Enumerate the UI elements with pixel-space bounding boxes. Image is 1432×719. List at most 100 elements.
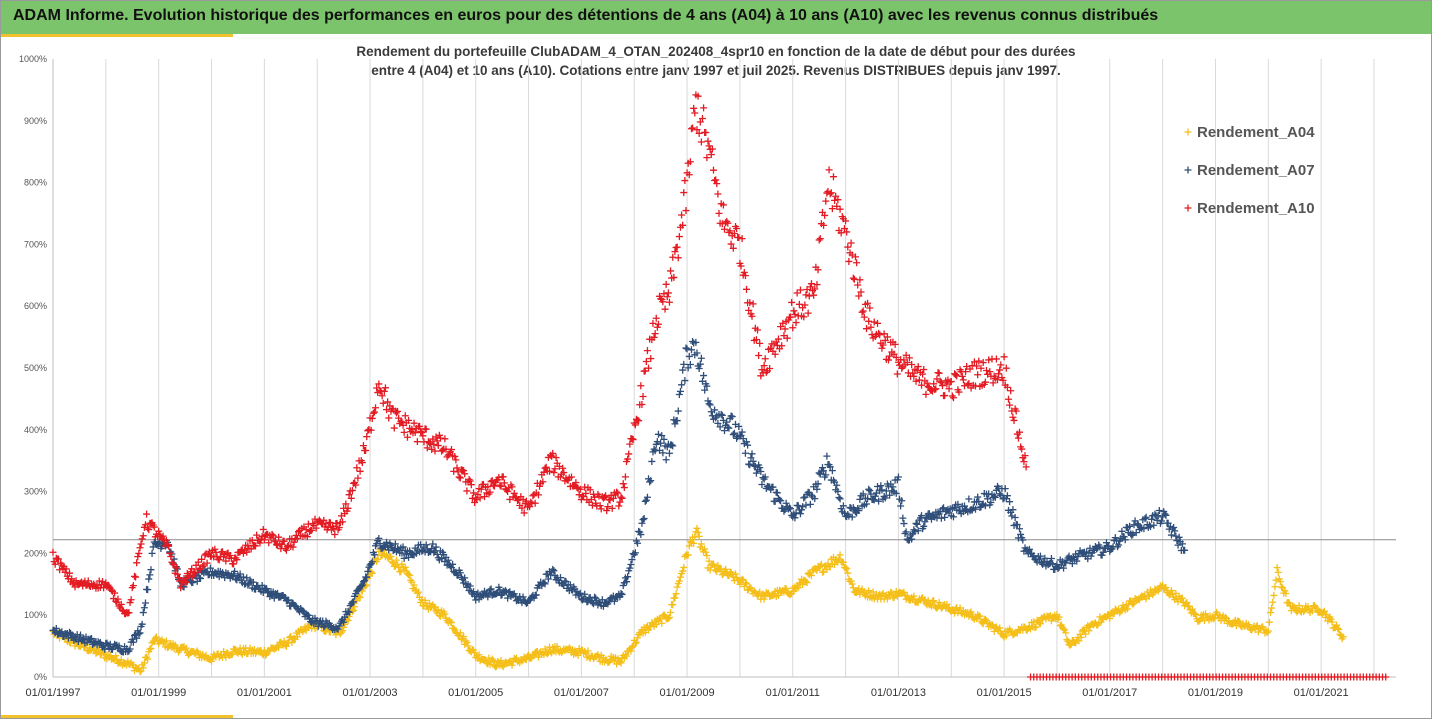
marker-rendement-a04 (660, 611, 668, 619)
marker-rendement-a10 (550, 469, 558, 477)
marker-rendement-a07 (623, 578, 631, 586)
marker-rendement-a07 (898, 497, 906, 505)
marker-rendement-a07 (700, 372, 708, 380)
marker-rendement-a07 (965, 495, 973, 503)
marker-rendement-a07 (828, 467, 836, 475)
marker-rendement-a07 (859, 490, 867, 498)
marker-rendement-a07 (746, 461, 754, 469)
marker-rendement-a07 (750, 462, 758, 470)
marker-rendement-a07 (138, 620, 146, 628)
marker-rendement-a07 (400, 554, 408, 562)
marker-rendement-a04 (665, 613, 673, 621)
marker-rendement-a07 (383, 538, 391, 546)
marker-rendement-a07 (908, 535, 916, 543)
marker-rendement-a04 (1055, 613, 1063, 621)
marker-rendement-a07 (1175, 533, 1183, 541)
marker-rendement-a07 (823, 452, 831, 460)
marker-rendement-a10 (363, 433, 371, 441)
marker-rendement-a10 (100, 584, 108, 592)
marker-rendement-a10 (166, 549, 174, 557)
marker-rendement-a07 (650, 445, 658, 453)
marker-rendement-a10 (439, 446, 447, 454)
marker-rendement-a07 (985, 490, 993, 498)
marker-rendement-a10 (795, 300, 803, 308)
marker-rendement-a04 (1308, 607, 1316, 615)
marker-rendement-a04 (676, 573, 684, 581)
marker-rendement-a07 (1121, 536, 1129, 544)
marker-rendement-a10 (649, 319, 657, 327)
marker-rendement-a07 (990, 492, 998, 500)
marker-rendement-a07 (1025, 545, 1033, 553)
marker-rendement-a04 (152, 633, 160, 641)
marker-rendement-a10 (816, 235, 824, 243)
marker-rendement-a10 (138, 535, 146, 543)
marker-rendement-a07 (422, 541, 430, 549)
marker-rendement-a07 (320, 623, 328, 631)
marker-rendement-a04 (208, 657, 216, 665)
marker-rendement-a07 (519, 593, 527, 601)
marker-rendement-a07 (911, 528, 919, 536)
marker-rendement-a04 (807, 572, 815, 580)
marker-rendement-a10 (189, 573, 197, 581)
marker-rendement-a10 (289, 543, 297, 551)
marker-rendement-a07 (638, 519, 646, 527)
marker-rendement-a10 (859, 307, 867, 315)
marker-rendement-a04 (1167, 587, 1175, 595)
marker-rendement-a07 (1178, 540, 1186, 548)
marker-rendement-a07 (807, 491, 815, 499)
marker-rendement-a07 (739, 435, 747, 443)
marker-rendement-a10 (62, 565, 70, 573)
marker-rendement-a07 (1155, 506, 1163, 514)
marker-rendement-a07 (875, 497, 883, 505)
marker-rendement-a07 (126, 645, 134, 653)
marker-rendement-a04 (617, 659, 625, 667)
marker-rendement-a10 (847, 239, 855, 247)
marker-rendement-a04 (140, 659, 148, 667)
marker-rendement-a07 (447, 564, 455, 572)
marker-rendement-a10 (749, 300, 757, 308)
marker-rendement-a10 (162, 536, 170, 544)
marker-rendement-a04 (136, 668, 144, 676)
y-tick-label: 700% (24, 239, 47, 249)
marker-rendement-a04 (450, 624, 458, 632)
marker-rendement-a07 (877, 482, 885, 490)
marker-rendement-a07 (794, 502, 802, 510)
marker-rendement-a04 (522, 656, 530, 664)
marker-rendement-a04 (435, 611, 443, 619)
marker-rendement-a10 (211, 545, 219, 553)
marker-rendement-a04 (1130, 599, 1138, 607)
marker-rendement-a07 (1017, 530, 1025, 538)
marker-rendement-a07 (637, 531, 645, 539)
marker-rendement-a10 (403, 433, 411, 441)
marker-rendement-a10 (743, 285, 751, 293)
marker-rendement-a04 (139, 664, 147, 672)
y-tick-label: 400% (24, 425, 47, 435)
marker-rendement-a10 (959, 376, 967, 384)
marker-rendement-a10 (625, 450, 633, 458)
marker-rendement-a07 (1170, 523, 1178, 531)
marker-rendement-a10 (637, 382, 645, 390)
marker-rendement-a10 (709, 166, 717, 174)
marker-rendement-a04 (367, 568, 375, 576)
x-tick-label: 01/01/2015 (977, 687, 1032, 699)
marker-rendement-a04 (705, 557, 713, 565)
marker-rendement-a07 (866, 487, 874, 495)
marker-rendement-a07 (844, 510, 852, 518)
marker-rendement-a04 (1278, 583, 1286, 591)
marker-rendement-a04 (628, 643, 636, 651)
marker-rendement-a07 (695, 364, 703, 372)
marker-rendement-a07 (683, 345, 691, 353)
marker-rendement-a10 (370, 408, 378, 416)
marker-rendement-a10 (215, 556, 223, 564)
marker-rendement-a07 (556, 574, 564, 582)
marker-rendement-a10 (132, 573, 140, 581)
marker-rendement-a07 (743, 438, 751, 446)
marker-rendement-a04 (697, 540, 705, 548)
marker-rendement-a04 (979, 620, 987, 628)
marker-rendement-a04 (935, 598, 943, 606)
marker-rendement-a10 (441, 435, 449, 443)
y-tick-label: 600% (24, 301, 47, 311)
marker-rendement-a04 (712, 566, 720, 574)
marker-rendement-a04 (684, 551, 692, 559)
